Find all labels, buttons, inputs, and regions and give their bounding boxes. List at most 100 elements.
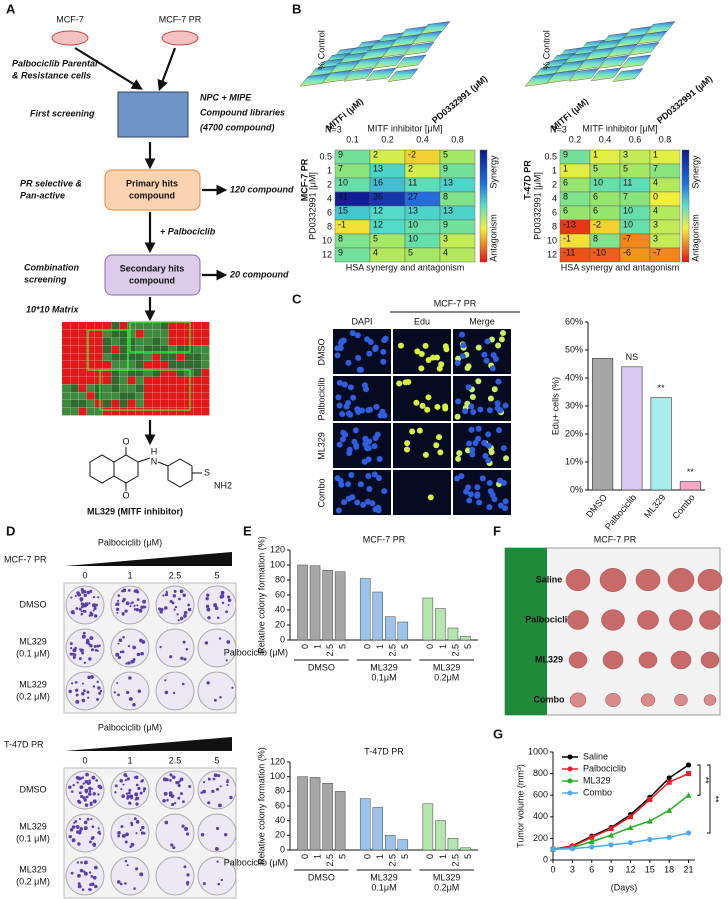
cell-value: 9	[563, 149, 568, 159]
matrix-cell	[103, 407, 111, 416]
colony	[127, 661, 131, 665]
atom: N	[151, 456, 158, 466]
colony	[125, 601, 130, 606]
row-label: ML329	[19, 679, 47, 689]
matrix-cell	[103, 384, 111, 392]
cell-dot	[357, 481, 364, 488]
row-label: 1	[327, 165, 332, 175]
cell-dot	[464, 365, 471, 372]
group-label: DMSO	[308, 872, 335, 882]
colony	[139, 872, 144, 877]
cell-dot	[475, 344, 482, 351]
cell-value: 10	[338, 177, 348, 187]
atom: NH2	[214, 480, 232, 490]
colony	[117, 599, 120, 602]
colony	[83, 871, 88, 876]
cell-dot	[346, 446, 353, 453]
matrix-cell	[144, 329, 152, 338]
box	[104, 169, 201, 211]
colony	[120, 590, 124, 593]
colony	[96, 698, 99, 701]
dose-label: 1	[127, 755, 132, 765]
annotation: NS	[626, 352, 639, 362]
colony	[119, 779, 124, 783]
cell-value: -11	[563, 247, 575, 257]
bar	[372, 591, 383, 641]
colony	[212, 777, 216, 781]
dish	[161, 30, 199, 46]
colony	[93, 844, 96, 847]
cell-dot	[498, 336, 505, 343]
series-line	[552, 832, 689, 850]
cell-dot	[345, 481, 352, 488]
bar	[435, 820, 446, 851]
cell-dot	[365, 456, 372, 463]
colony	[90, 675, 94, 679]
matrix-cell	[135, 368, 144, 377]
cell-dot	[495, 342, 502, 349]
surface-patch	[387, 68, 419, 82]
cell-dot	[433, 442, 440, 449]
matrix-cell	[201, 361, 210, 369]
x-tick-label: 1	[438, 644, 448, 649]
axis-label: Palbociclib (μM)	[224, 647, 288, 657]
colony	[78, 829, 82, 833]
colony	[159, 610, 163, 614]
box-text: compound	[129, 190, 175, 200]
cell-dot	[469, 446, 476, 453]
colony	[114, 791, 117, 794]
matrix-cell	[111, 322, 120, 330]
colony	[226, 780, 229, 784]
matrix-cell	[160, 345, 169, 353]
cell-value: 15	[338, 205, 348, 215]
cell-dot	[500, 479, 507, 486]
bar	[460, 847, 471, 851]
colony	[88, 779, 91, 782]
y-tick-label: 0	[543, 854, 548, 864]
matrix-cell	[201, 345, 210, 353]
matrix-cell	[86, 376, 95, 385]
colony	[88, 786, 92, 791]
matrix-cell	[168, 376, 177, 385]
cell-value: 7	[338, 163, 343, 173]
surface-patch	[598, 55, 630, 69]
cell-value: 5	[623, 163, 628, 173]
cell-dot	[382, 335, 389, 342]
count: 20 compound	[229, 269, 289, 279]
colony	[82, 796, 86, 800]
x-tick-label: 0	[425, 644, 435, 649]
colony	[135, 820, 140, 824]
y-tick-label: 30%	[565, 400, 583, 410]
dose-label: 2.5	[169, 570, 182, 580]
cell-dot	[371, 443, 378, 450]
colony	[118, 638, 123, 643]
y-tick-label: 40	[275, 815, 285, 825]
colony	[91, 882, 95, 886]
matrix-cell	[201, 337, 210, 346]
row-label: DMSO	[20, 784, 47, 794]
colony	[97, 686, 101, 690]
matrix-cell	[70, 353, 79, 361]
surface-patch	[329, 60, 361, 74]
bar	[297, 776, 308, 851]
significance: **	[701, 777, 711, 785]
colony	[83, 593, 87, 598]
dose-wedge	[65, 552, 232, 566]
matrix-label: 10*10 Matrix	[26, 304, 80, 314]
colony	[200, 832, 205, 837]
colony	[72, 611, 75, 615]
colony	[127, 791, 131, 795]
matrix-cell	[78, 384, 87, 392]
colony	[88, 602, 91, 605]
colony	[73, 653, 77, 657]
cell-value: 3	[623, 149, 628, 159]
colony	[139, 791, 143, 795]
colony	[215, 846, 219, 851]
colony	[122, 635, 125, 639]
cell-dot	[464, 447, 471, 454]
colony	[164, 820, 169, 825]
colony	[173, 589, 177, 593]
cell-dot	[468, 426, 475, 433]
axis-label: PD0332991 [μM]	[532, 172, 542, 240]
colony	[127, 644, 131, 648]
